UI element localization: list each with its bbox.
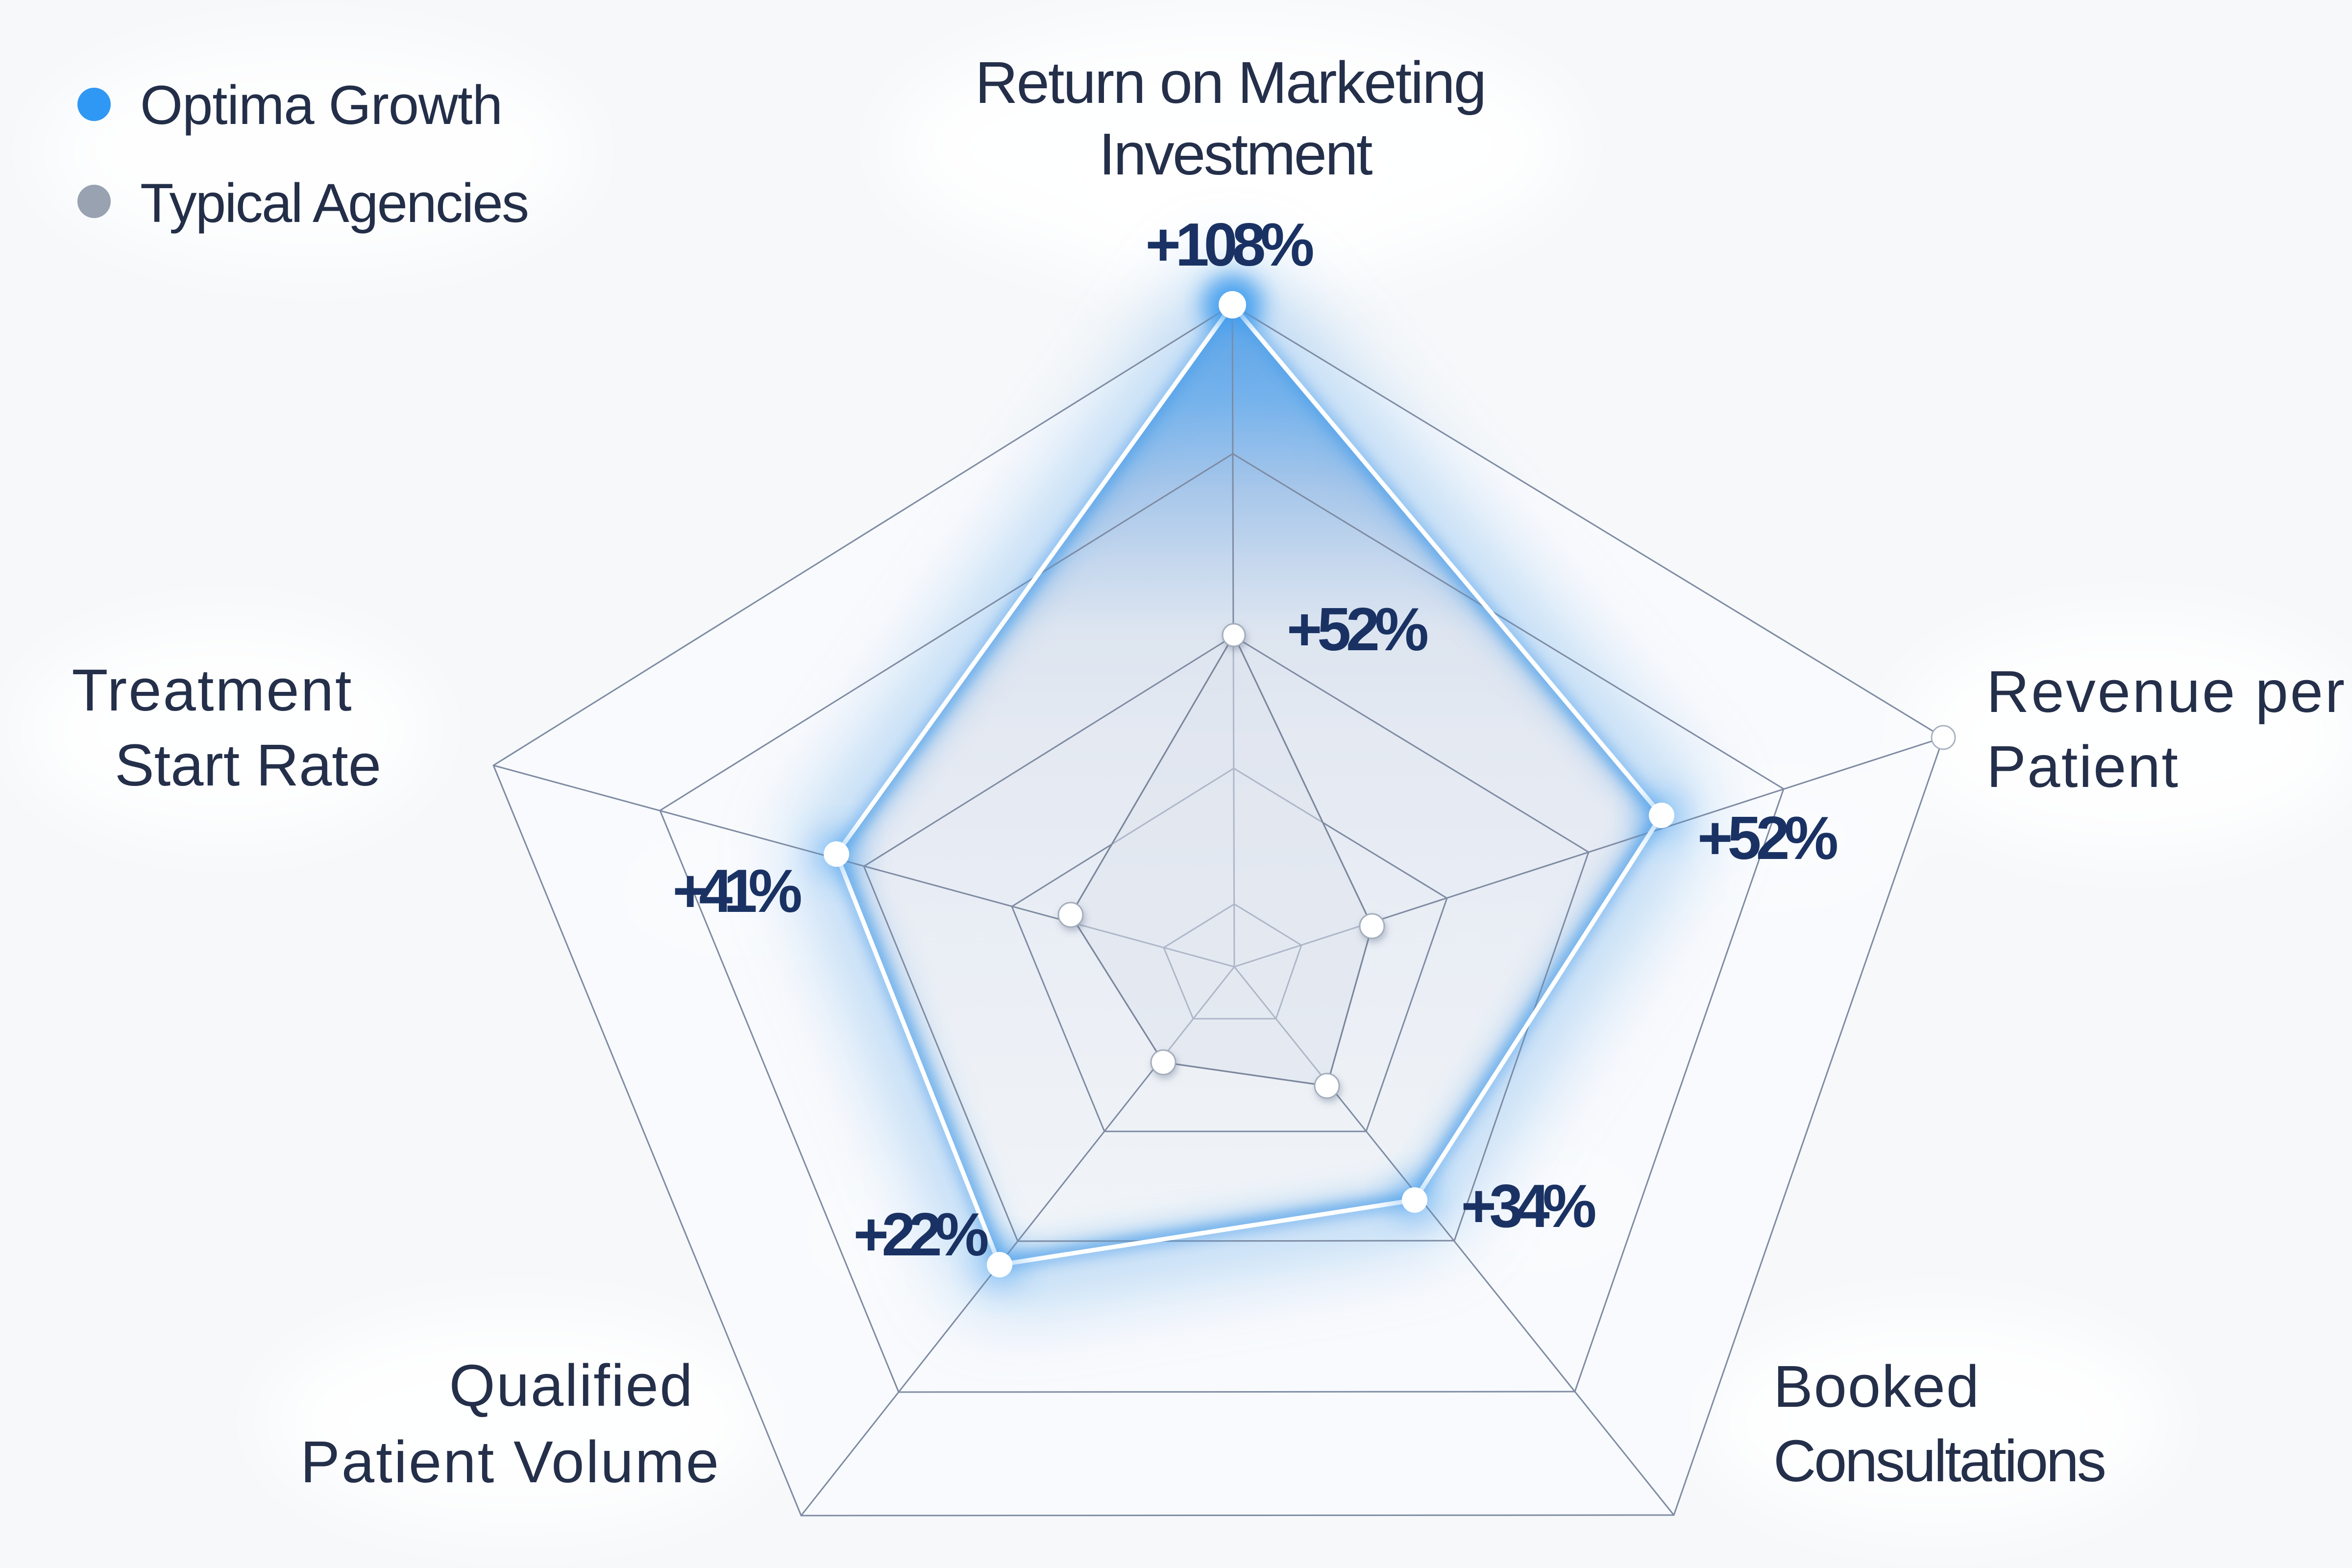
svg-text:Optima Growth: Optima Growth <box>140 74 503 136</box>
svg-text:+108%: +108% <box>1146 211 1315 279</box>
svg-text:+41%: +41% <box>673 858 803 925</box>
svg-text:Patient: Patient <box>1986 733 2178 800</box>
svg-text:+52%: +52% <box>1697 805 1838 872</box>
svg-text:Return on Marketing: Return on Marketing <box>975 49 1487 116</box>
svg-text:Treatment: Treatment <box>72 657 352 723</box>
svg-text:Patient Volume: Patient Volume <box>300 1428 719 1495</box>
svg-text:Investment: Investment <box>1099 121 1373 187</box>
svg-text:+22%: +22% <box>854 1201 989 1269</box>
svg-text:Start Rate: Start Rate <box>115 732 381 798</box>
svg-text:Qualified: Qualified <box>449 1352 693 1419</box>
svg-text:Typical Agencies: Typical Agencies <box>140 172 529 234</box>
svg-text:Consultations: Consultations <box>1773 1427 2107 1494</box>
svg-text:Booked: Booked <box>1773 1353 1979 1420</box>
svg-text:+52%: +52% <box>1287 596 1429 663</box>
svg-text:+34%: +34% <box>1461 1173 1597 1240</box>
